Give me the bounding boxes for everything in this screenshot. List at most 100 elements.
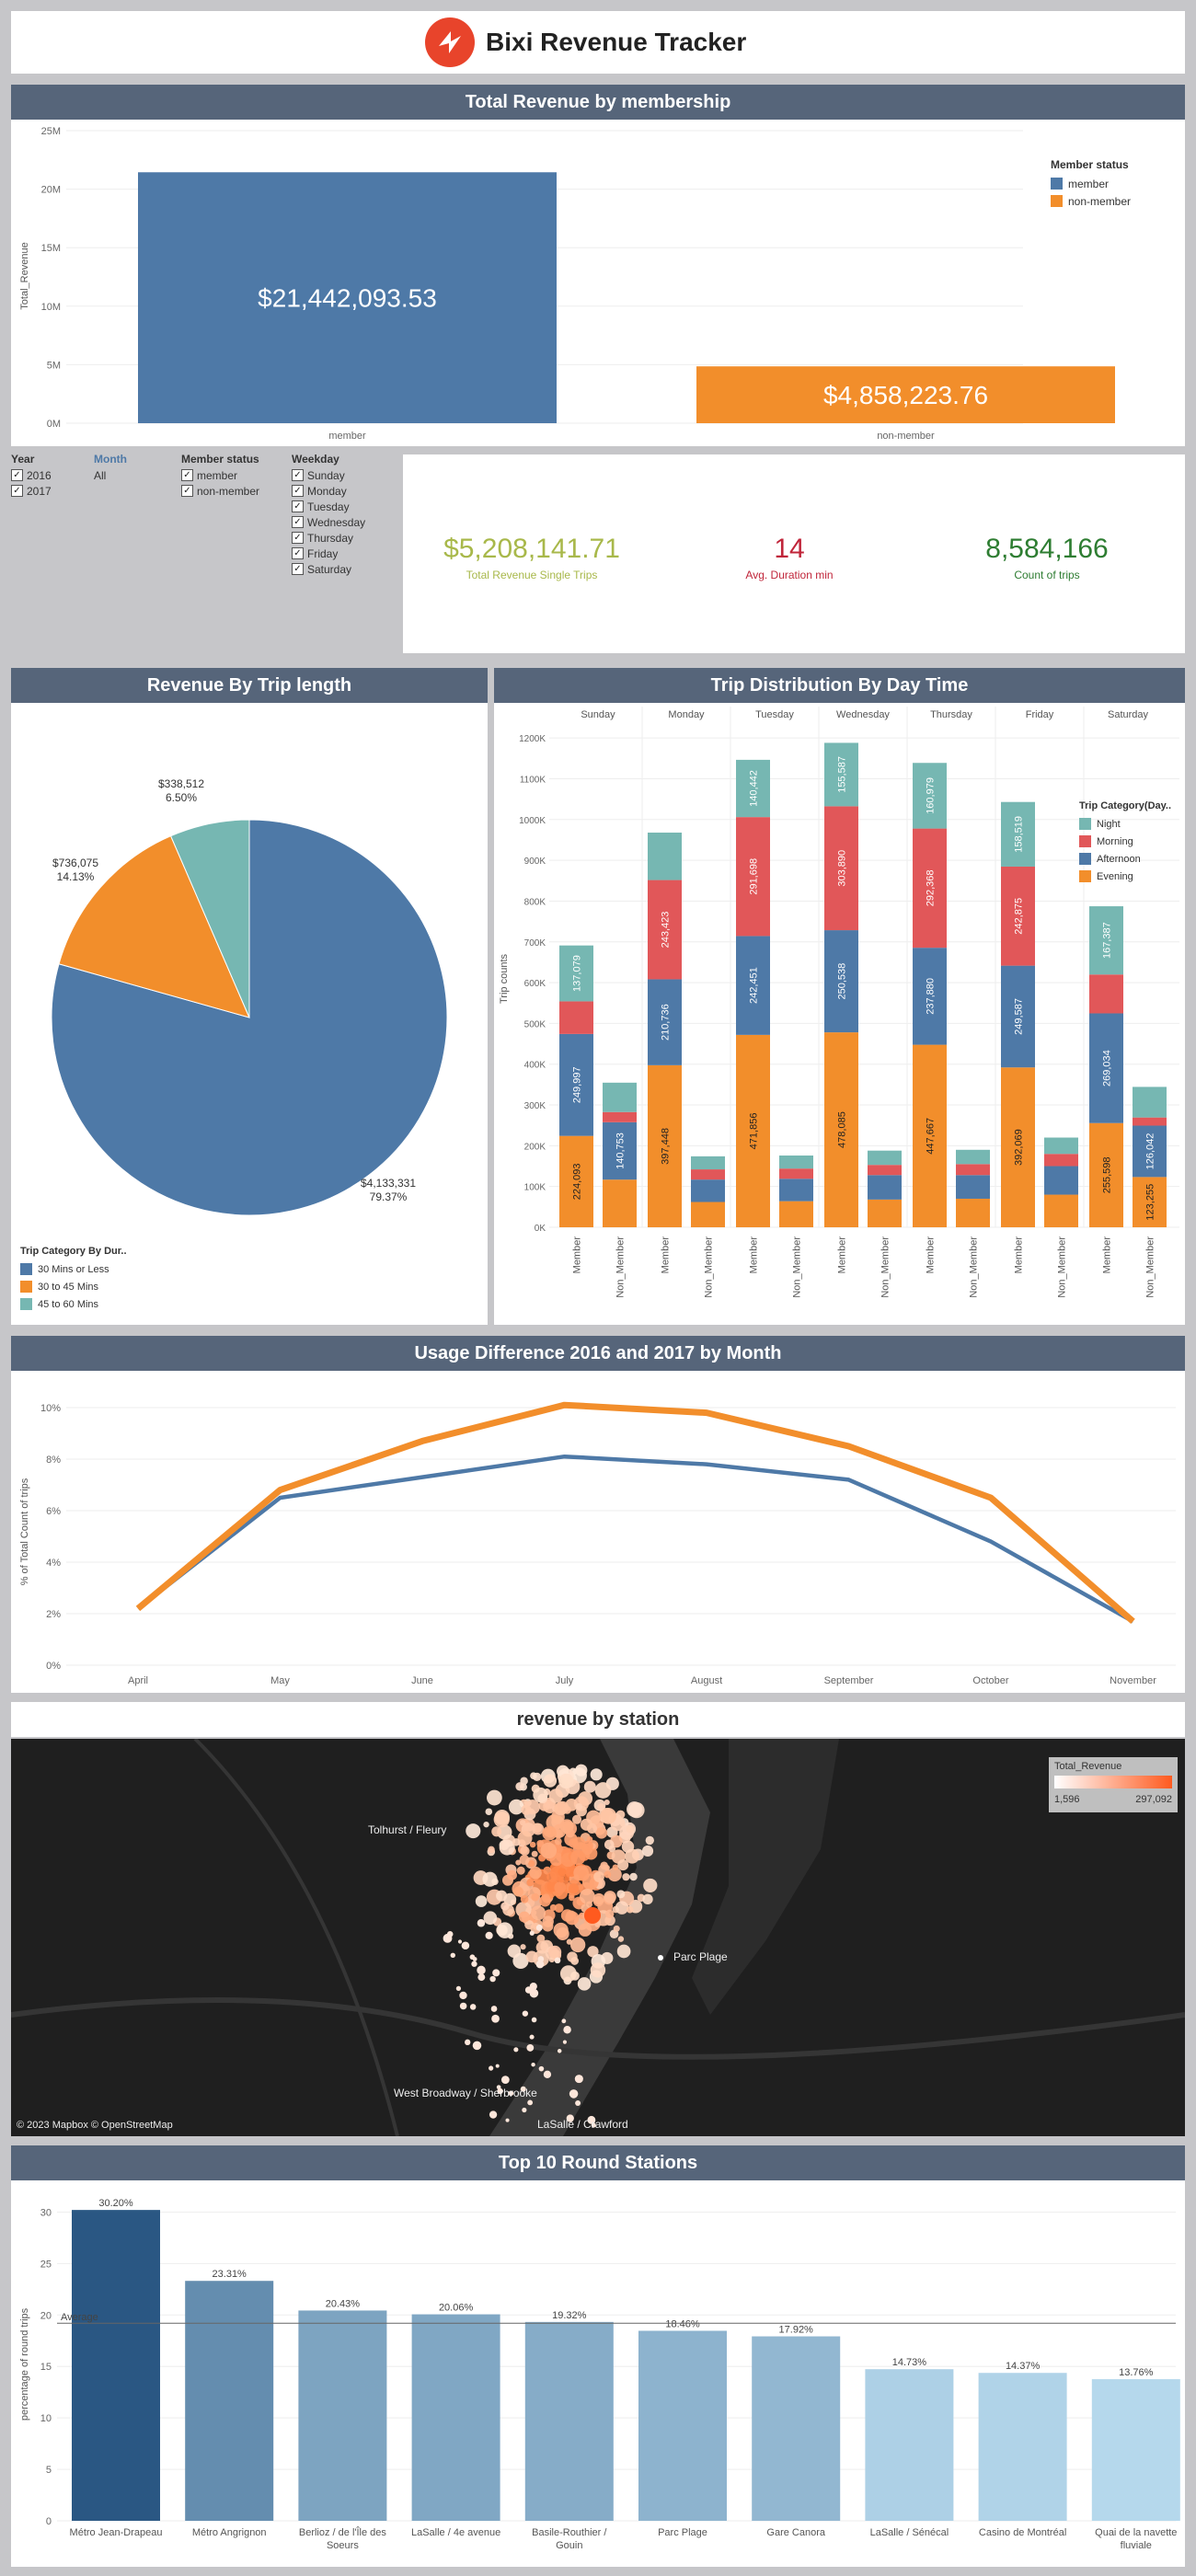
checkbox-friday[interactable]: ✓ Friday xyxy=(292,546,365,561)
stack-segment-morning xyxy=(824,806,858,931)
stack-segment-afternoon xyxy=(1001,965,1035,1068)
y-tick-label: 10M xyxy=(41,302,61,313)
station-marker xyxy=(483,1821,489,1828)
x-tick-label: Non_Member xyxy=(615,1236,627,1298)
x-tick-label: Basile-Routhier / xyxy=(532,2527,607,2538)
station-marker xyxy=(575,1764,588,1777)
stack-segment-afternoon xyxy=(824,930,858,1033)
station-marker xyxy=(517,1831,533,1846)
station-marker xyxy=(604,1839,615,1850)
station-marker xyxy=(461,1941,470,1950)
legend-item-30-or-less[interactable]: 30 Mins or Less xyxy=(20,1260,127,1278)
segment-label: 126,042 xyxy=(1145,1133,1156,1170)
check-icon: ✓ xyxy=(181,469,193,481)
stack-segment-evening xyxy=(1133,1177,1167,1227)
checkbox-label: Wednesday xyxy=(307,515,366,529)
legend-item-morning[interactable]: Morning xyxy=(1079,833,1171,850)
kpi-panel: $5,208,141.71 Total Revenue Single Trips… xyxy=(403,454,1185,653)
station-marker xyxy=(505,2118,510,2122)
stack-segment-afternoon xyxy=(648,979,682,1065)
station-marker xyxy=(485,1931,493,1939)
y-tick-label: 2% xyxy=(46,1609,61,1620)
station-marker xyxy=(613,1925,620,1932)
legend-item-member[interactable]: member xyxy=(1051,175,1131,192)
checkbox-member[interactable]: ✓ member xyxy=(181,467,259,483)
station-marker xyxy=(531,1850,538,1857)
map-legend-title: Total_Revenue xyxy=(1054,1761,1122,1772)
station-marker xyxy=(566,2114,574,2122)
station-marker xyxy=(569,1937,586,1953)
station-marker xyxy=(643,1878,658,1893)
station-marker xyxy=(567,1951,578,1962)
y-tick-label: 5M xyxy=(47,360,61,371)
station-marker xyxy=(595,1827,608,1839)
day-header: Tuesday xyxy=(755,709,794,720)
station-marker xyxy=(542,1920,554,1932)
checkbox-year-2016[interactable]: ✓ 2016 xyxy=(11,467,52,483)
stack-segment-morning xyxy=(956,1164,990,1176)
station-marker xyxy=(558,1868,567,1877)
stack-segment-evening xyxy=(1089,1122,1123,1227)
y-tick-label: 30 xyxy=(40,2207,52,2218)
station-marker xyxy=(594,1782,612,1799)
checkbox-non-member[interactable]: ✓ non-member xyxy=(181,483,259,499)
y-tick-label: 100K xyxy=(524,1183,546,1193)
stack-segment-afternoon xyxy=(603,1121,637,1180)
bar-round-station xyxy=(72,2210,160,2521)
station-marker xyxy=(508,1799,524,1815)
station-map[interactable]: Total_Revenue 1,596 297,092 Tolhurst / F… xyxy=(11,1739,1185,2136)
checkbox-year-2017[interactable]: ✓ 2017 xyxy=(11,483,52,499)
legend-item-afternoon[interactable]: Afternoon xyxy=(1079,850,1171,868)
legend-item-45-to-60[interactable]: 45 to 60 Mins xyxy=(20,1295,127,1313)
station-marker xyxy=(553,1922,569,1938)
checkbox-tuesday[interactable]: ✓ Tuesday xyxy=(292,499,365,514)
x-tick-label: Gare Canora xyxy=(766,2527,825,2538)
y-tick-label: 600K xyxy=(524,979,546,989)
bar-non-member xyxy=(696,366,1115,423)
day-time-legend: Trip Category(Day.. Night Morning Aftern… xyxy=(1079,800,1171,885)
checkbox-sunday[interactable]: ✓ Sunday xyxy=(292,467,365,483)
bar-value-label: 23.31% xyxy=(213,2269,247,2280)
station-marker xyxy=(597,1803,605,1811)
station-marker xyxy=(629,1872,638,1881)
y-tick-label: 6% xyxy=(46,1506,61,1517)
station-marker xyxy=(578,1923,592,1937)
pie-value-label: $338,512 xyxy=(158,777,204,790)
checkbox-monday[interactable]: ✓ Monday xyxy=(292,483,365,499)
y-axis-label: % of Total Count of trips xyxy=(19,1478,30,1585)
station-marker xyxy=(622,1873,630,1881)
checkbox-wednesday[interactable]: ✓ Wednesday xyxy=(292,514,365,530)
legend-item-non-member[interactable]: non-member xyxy=(1051,192,1131,210)
station-marker xyxy=(485,1808,493,1816)
station-marker xyxy=(607,1867,622,1882)
stack-segment-afternoon xyxy=(779,1179,813,1202)
station-marker xyxy=(645,1835,654,1846)
x-tick-label: Non_Member xyxy=(969,1236,980,1298)
station-marker xyxy=(531,1905,546,1921)
y-axis-label: percentage of round trips xyxy=(19,2307,30,2421)
checkbox-label: Tuesday xyxy=(307,500,350,513)
day-header: Wednesday xyxy=(836,709,890,720)
pie-slice-2 xyxy=(169,819,250,1018)
map-legend-max: 297,092 xyxy=(1135,1794,1172,1805)
station-marker xyxy=(616,1890,626,1899)
station-marker xyxy=(577,1977,592,1991)
legend-label: non-member xyxy=(1068,194,1132,208)
checkbox-thursday[interactable]: ✓ Thursday xyxy=(292,530,365,546)
stack-segment-morning xyxy=(913,828,947,949)
station-marker xyxy=(455,1985,462,1992)
x-tick-label: Casino de Montréal xyxy=(979,2527,1066,2538)
station-marker xyxy=(520,2086,526,2092)
legend-item-30-to-45[interactable]: 30 to 45 Mins xyxy=(20,1278,127,1295)
checkbox-label: Sunday xyxy=(307,468,345,482)
checkbox-saturday[interactable]: ✓ Saturday xyxy=(292,561,365,577)
legend-label: 45 to 60 Mins xyxy=(38,1298,99,1310)
bar-round-station xyxy=(411,2314,500,2521)
station-marker xyxy=(617,1936,625,1942)
legend-item-night[interactable]: Night xyxy=(1079,815,1171,833)
filter-label-member: Member status xyxy=(181,453,259,466)
legend-swatch xyxy=(1051,195,1063,207)
month-dropdown[interactable]: All xyxy=(94,468,107,482)
legend-item-evening[interactable]: Evening xyxy=(1079,868,1171,885)
station-marker xyxy=(587,2115,596,2124)
